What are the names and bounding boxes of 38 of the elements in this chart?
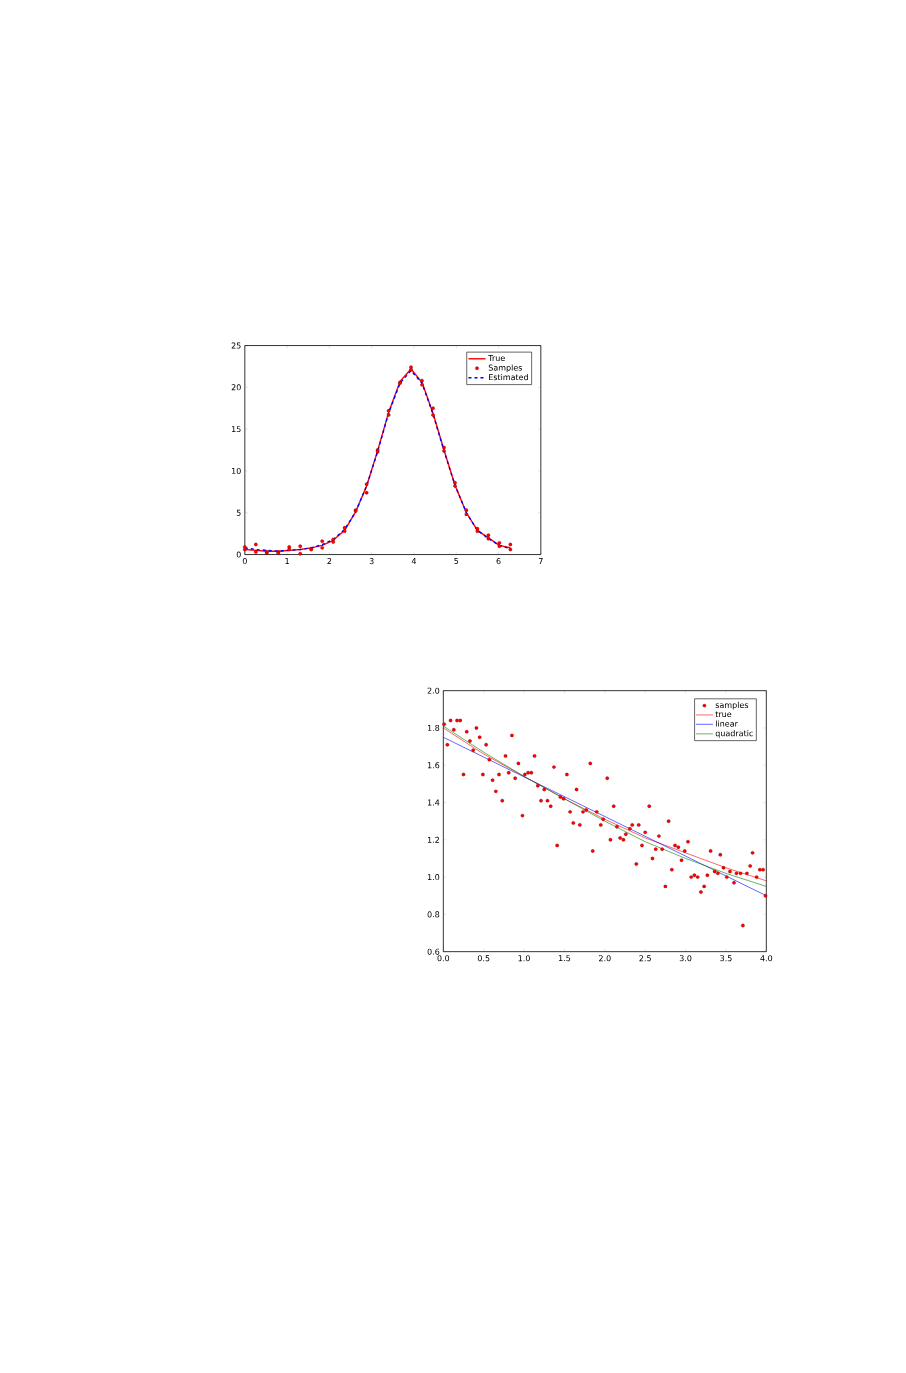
- y-tick-label: 10: [232, 467, 241, 474]
- y-tick-label: 20: [231, 384, 241, 391]
- y-tick-label: 15: [232, 426, 241, 433]
- legend-label: Estimated: [489, 374, 528, 381]
- y-tick-label: 1.6: [427, 762, 440, 769]
- legend-label: Samples: [488, 364, 523, 373]
- y-tick-label: 1.2: [427, 836, 439, 843]
- legend-label: linear: [716, 720, 738, 727]
- y-tick-label: 1.4: [427, 799, 440, 806]
- x-tick-label: 3.0: [679, 955, 692, 962]
- legend-label: true: [715, 711, 732, 718]
- y-tick-label: 2.0: [427, 687, 440, 694]
- x-tick-label: 2: [327, 558, 332, 565]
- x-tick-label: 4.0: [760, 955, 773, 962]
- x-tick-label: 0.0: [437, 955, 450, 962]
- x-tick-label: 6: [496, 558, 501, 565]
- x-tick-label: 2.5: [639, 955, 651, 962]
- x-tick-label: 0: [242, 558, 247, 565]
- y-tick-label: 0.6: [427, 948, 440, 955]
- legend-label: samples: [715, 701, 749, 710]
- legend-label: quadratic: [715, 730, 753, 738]
- legend-label: True: [488, 355, 505, 362]
- x-tick-label: 2.0: [599, 955, 611, 962]
- y-tick-label: 0.8: [427, 911, 440, 918]
- x-tick-label: 3.5: [720, 955, 732, 962]
- x-tick-label: 3: [369, 558, 374, 565]
- y-tick-label: 5: [236, 509, 241, 516]
- x-tick-label: 1.5: [558, 955, 571, 962]
- y-tick-label: 1.0: [427, 874, 440, 881]
- x-tick-label: 1.0: [518, 955, 530, 962]
- x-tick-label: 5: [454, 558, 459, 565]
- y-tick-label: 1.8: [427, 724, 440, 731]
- y-tick-label: 25: [231, 342, 241, 349]
- x-tick-label: 7: [538, 558, 543, 564]
- x-tick-label: 1: [285, 558, 289, 564]
- y-tick-label: 0: [236, 551, 241, 558]
- x-tick-label: 0.5: [477, 955, 490, 962]
- x-tick-label: 4: [411, 558, 417, 564]
